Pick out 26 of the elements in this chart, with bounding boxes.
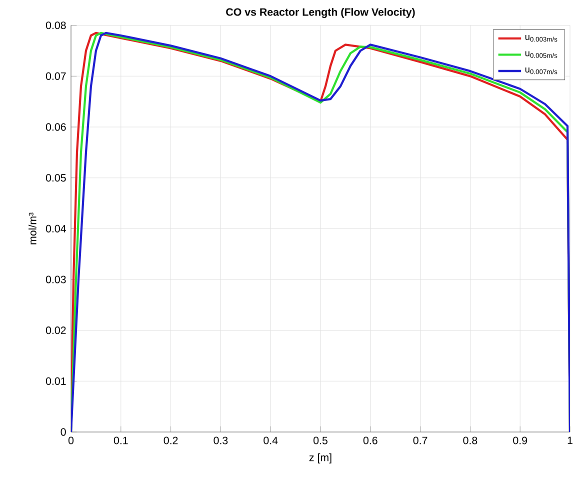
x-tick-label: 0.3: [214, 436, 228, 444]
y-tick-label: 0.07: [46, 72, 66, 80]
x-tick-label: 0.2: [164, 436, 178, 444]
x-axis-title: z [m]: [309, 453, 332, 464]
x-tick-label: 0.9: [513, 436, 528, 444]
y-axis-title: mol/m³: [28, 212, 36, 244]
x-tick-label: 0.5: [314, 436, 328, 444]
x-tick-label: 0: [68, 436, 74, 444]
chart-title: CO vs Reactor Length (Flow Velocity): [226, 8, 415, 18]
y-tick-label: 0.04: [46, 224, 66, 232]
x-tick-label: 0.1: [114, 436, 128, 444]
x-tick-label: 1: [568, 436, 572, 444]
y-tick-label: 0.06: [46, 123, 66, 131]
y-tick-label: 0.03: [46, 276, 66, 284]
y-tick-label: 0.05: [46, 174, 66, 182]
legend-label: u$_{0.007m/s}$: [525, 68, 558, 74]
x-tick-label: 0.8: [463, 436, 478, 444]
legend-label: u$_{0.005m/s}$: [525, 51, 558, 58]
x-tick-label: 0.4: [264, 436, 278, 444]
legend-label: u$_{0.003m/s}$: [525, 35, 558, 42]
x-tick-label: 0.6: [363, 436, 378, 444]
x-tick-label: 0.7: [413, 436, 428, 444]
y-tick-label: 0: [60, 428, 66, 436]
y-tick-label: 0.02: [46, 326, 66, 334]
y-tick-label: 0.01: [46, 377, 66, 385]
y-tick-label: 0.08: [46, 22, 66, 30]
